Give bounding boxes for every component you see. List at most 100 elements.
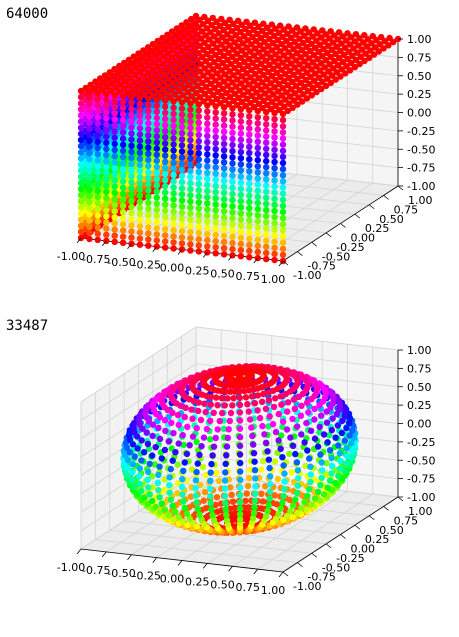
data-point (343, 460, 350, 467)
data-point (237, 54, 244, 61)
data-point (229, 184, 236, 192)
data-point (263, 151, 270, 159)
data-point (350, 45, 357, 52)
data-point (111, 238, 118, 245)
data-point (336, 465, 344, 472)
data-point (228, 491, 235, 498)
data-point (94, 212, 102, 219)
data-point (229, 178, 236, 185)
data-point (251, 45, 259, 52)
data-point (103, 102, 110, 110)
data-point (271, 256, 278, 264)
data-point (221, 485, 229, 492)
data-point (178, 240, 186, 247)
data-point (183, 510, 191, 517)
data-point (356, 35, 363, 42)
data-point (190, 78, 198, 86)
data-point (273, 69, 280, 77)
data-point (260, 20, 267, 27)
data-point (340, 51, 348, 59)
data-point (246, 174, 253, 181)
data-point (308, 92, 315, 99)
data-point (274, 88, 282, 95)
data-point (77, 179, 85, 187)
data-point (250, 441, 257, 448)
data-point (342, 70, 349, 77)
data-point (262, 57, 270, 64)
data-point (204, 200, 211, 207)
data-point (284, 399, 292, 406)
data-point (111, 116, 118, 123)
data-point (145, 150, 152, 157)
data-point (373, 37, 380, 44)
data-point (172, 32, 179, 39)
data-point (94, 236, 102, 244)
data-point (229, 154, 236, 161)
data-point (311, 435, 319, 442)
data-point (196, 16, 203, 24)
data-point (111, 214, 118, 221)
data-point (172, 83, 180, 91)
data-point (290, 45, 297, 53)
data-point (326, 35, 333, 42)
data-point (227, 409, 235, 417)
data-point (200, 497, 207, 504)
data-point (239, 40, 247, 47)
data-point (254, 181, 261, 188)
data-point (337, 47, 344, 54)
data-point (181, 413, 188, 421)
data-point (153, 151, 160, 158)
data-point (119, 141, 127, 148)
data-point (214, 62, 222, 70)
data-point (187, 222, 194, 230)
data-point (196, 68, 204, 75)
data-point (178, 47, 185, 55)
data-point (174, 43, 182, 51)
data-point (195, 223, 202, 231)
data-point (208, 47, 215, 54)
data-point (213, 70, 220, 77)
data-point (187, 179, 194, 187)
data-point (220, 202, 228, 209)
data-point (195, 24, 202, 31)
data-point (246, 168, 253, 175)
data-point (220, 232, 228, 240)
data-point (346, 432, 353, 439)
data-point (237, 216, 245, 223)
data-point (94, 138, 102, 146)
data-point (206, 485, 214, 492)
data-point (199, 79, 206, 87)
data-point (152, 52, 159, 59)
data-point (356, 60, 363, 68)
data-point (252, 483, 259, 490)
data-point (361, 57, 368, 65)
data-point (92, 78, 99, 85)
data-point (343, 452, 351, 460)
data-point (237, 246, 245, 254)
data-point (220, 159, 228, 166)
data-point (145, 120, 152, 127)
data-point (248, 66, 255, 74)
data-point (119, 172, 127, 179)
data-point (167, 61, 175, 68)
data-point (212, 152, 219, 159)
data-point (293, 489, 301, 497)
y-tick (325, 543, 332, 549)
data-point (77, 87, 85, 95)
data-point (153, 218, 160, 226)
data-point (204, 243, 211, 250)
data-point (261, 64, 268, 72)
data-point (223, 89, 230, 97)
data-point (229, 196, 236, 204)
data-point (271, 244, 278, 251)
data-point (77, 161, 85, 168)
data-point (245, 408, 252, 415)
data-point (193, 438, 200, 445)
data-point (221, 71, 229, 78)
data-point (252, 70, 259, 78)
data-point (279, 165, 287, 173)
data-point (86, 192, 93, 200)
data-point (77, 216, 85, 223)
data-point (140, 72, 147, 80)
data-point (177, 55, 184, 62)
